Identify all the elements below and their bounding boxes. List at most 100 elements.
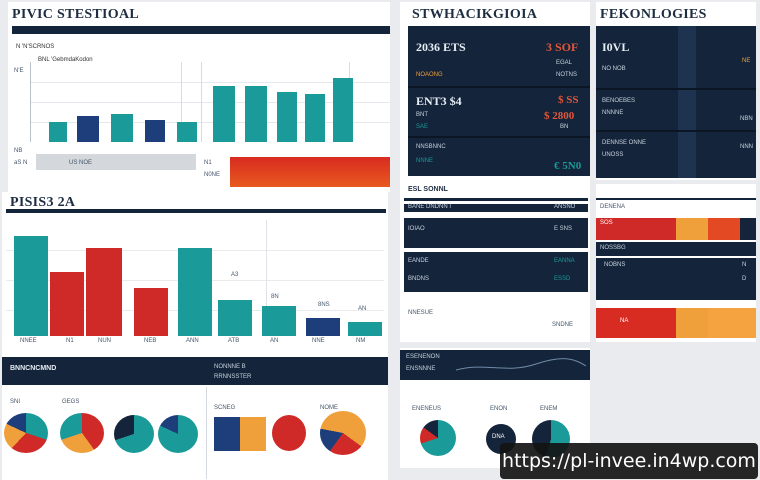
middle-stat-block: 2036 ETS NOAONG 3 SOF EGAL NOTNS ENT3 $4… [408,26,590,176]
left-top-legend: BNL 'GebmdaKodon [38,57,93,63]
peak-label: A3 [231,272,239,278]
donut-caption: SNI [10,399,21,405]
left-mid-chart: A3 8N 8NS AN [6,220,384,336]
left-top-title: PIVIC STESTIOAL [12,7,140,22]
left-top-grey-band [36,154,196,170]
tile-blue [214,417,240,451]
left-top-chart [30,62,390,142]
footer-label: N0NE [204,172,221,178]
chart-bar [245,86,267,142]
donut-chart [272,415,306,451]
middle-title: STWHACIKGIOIA [412,7,538,22]
table-row[interactable]: NOSSBG [596,242,756,256]
right-bottom-panel [596,348,756,444]
chart-bar [49,122,67,142]
stat-sub2: EGAL [556,60,573,66]
donut-chart [60,413,104,453]
left-top-subtitle: N 'N'SCRNOS [16,44,55,50]
bar-label: ANN [186,338,199,344]
middle-bottom-band: ESENENON ENSNNNE [400,350,590,380]
chart-bar [178,248,212,336]
chart-bar [86,248,122,336]
left-bottom-band: BNNCNCMND NONNNE B RRNNSSTER [2,357,388,385]
chart-bar [134,288,168,336]
list-title: ESL SONNL [408,186,448,193]
stat-sub: NOAONG [416,72,443,78]
footer-label: aS N [14,160,28,166]
table-header: DENENA [600,204,626,210]
stat-label: 2036 ETS [416,40,466,54]
bar-label: NNE [312,338,325,344]
table-row[interactable]: NOBNS N D [596,258,756,300]
chart-bar [306,318,340,336]
stat-value: $ 2800 [544,110,575,122]
donut-chart [4,413,48,453]
right-table-panel: DENENA SOS NOSSBG NOBNS N D NA [596,184,756,342]
middle-list-panel: ESL SONNL BANE DNDNN I ANSNO IOIAO E SNS… [400,180,590,342]
bar-label: ATB [228,338,240,344]
stat-sub: BNT [416,112,428,118]
donut-caption: SCNEG [214,405,236,411]
left-bottom-panel: BNNCNCMND NONNNE B RRNNSSTER SNI GEGS SC… [2,357,388,480]
list-title-rule [404,198,588,201]
donut-caption: NOME [320,405,338,411]
stat-sub: NO NOB [602,66,626,72]
stat-sub: NOTNS [556,72,577,78]
right-stat-block: I0VL NO NOB NE BENOEBES NNNNE NBN DENNSE… [596,26,756,178]
stat-label: BENOEBES [602,98,636,104]
bar-label: NEB [144,338,157,344]
trend-line [456,358,586,371]
band-label: ENSNNNE [406,366,436,372]
table-row-heat[interactable]: NA [596,308,756,338]
chart-bar [213,86,235,142]
chart-bar [305,94,325,142]
caption: ENEM [540,406,558,412]
left-top-axis-label: N'E [14,68,24,74]
left-mid-header-rule [6,209,386,213]
left-mid-title: PISIS3 2A [10,195,76,210]
tile-orange [240,417,266,451]
list-row[interactable]: IOIAO E SNS [404,218,588,248]
band-label: BNNCNCMND [10,365,57,372]
band-label-3: RRNNSSTER [214,374,252,380]
chart-bar [145,120,165,142]
donut-chart [158,415,198,453]
stat-sub2: BN [560,124,569,130]
chart-bar [333,78,353,142]
url-watermark: https://pl-invee.in4wp.com [500,443,758,479]
left-mid-panel: PISIS3 2A A3 8N 8NS AN NNEE N1 NUN NEB A… [2,192,388,357]
donut-chart [320,411,366,455]
list-row-light-value: SNDNE [552,322,574,328]
stat-label: I0VL [602,40,630,54]
footer-label: N1 [204,160,212,166]
left-top-red-band [230,157,390,187]
list-row[interactable]: BANE DNDNN I ANSNO [404,204,588,212]
band-label: ESENENON [406,354,440,360]
list-row[interactable]: EANDE EANNA BNDNS ESSD [404,252,588,292]
left-mid-xaxis: NNEE N1 NUN NEB ANN ATB AN NNE NM [6,338,384,352]
peak-label: 8N [271,294,279,300]
chart-bar [348,322,382,336]
stat-value: NE [742,58,751,64]
left-bottom-divider [206,387,207,479]
chart-bar [50,272,84,336]
chart-bar [262,306,296,336]
stat-value: NNN [740,144,753,150]
chart-bar [177,122,197,142]
chart-bar [77,116,99,142]
caption: ENENEUS [412,406,442,412]
donut-chart [420,420,456,456]
chart-bar [218,300,252,336]
list-row-light[interactable]: NNESUE [408,310,434,316]
stat-value: € 5N0 [554,160,582,172]
bar-label: NM [356,338,366,344]
bar-label: AN [270,338,279,344]
bar-label: N1 [66,338,74,344]
stat-label: NNSBNNC [416,144,446,150]
stat-sub: NNNNE [602,110,624,116]
peak-label: AN [358,306,367,312]
table-row-heat[interactable]: SOS [596,218,756,240]
bar-label: NNEE [20,338,37,344]
right-title: FEKONLOGIES [600,7,707,22]
chart-bar [111,114,133,142]
